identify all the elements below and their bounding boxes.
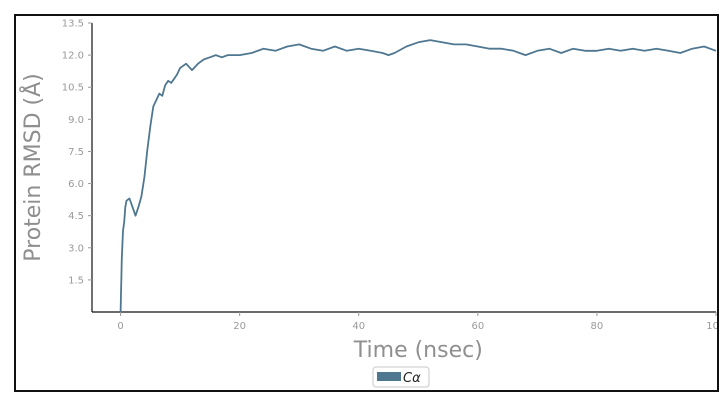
y-tick-label: 10.5 xyxy=(62,83,84,94)
axes xyxy=(91,23,716,313)
x-tick-label: 60 xyxy=(471,321,484,332)
legend: Cα xyxy=(372,366,430,388)
legend-swatch xyxy=(377,372,401,381)
x-tick-label: 20 xyxy=(233,321,246,332)
x-tick-label: 80 xyxy=(591,321,604,332)
x-ticks: 0 20 40 60 80 10 xyxy=(117,312,717,332)
y-tick-label: 7.5 xyxy=(68,147,84,158)
y-tick-label: 4.5 xyxy=(68,211,84,222)
x-tick-label: 40 xyxy=(352,321,365,332)
y-tick-label: 13.5 xyxy=(62,19,84,30)
y-tick-label: 12.0 xyxy=(62,51,84,62)
y-tick-label: 1.5 xyxy=(68,275,84,286)
series-group xyxy=(119,39,717,313)
legend-label: Cα xyxy=(403,371,421,386)
x-tick-label: 10 xyxy=(706,321,717,332)
y-axis-label: Protein RMSD (Å) xyxy=(19,73,46,262)
series-line-calpha xyxy=(119,39,717,313)
chart-frame: 1.5 3.0 4.5 6.0 7.5 9.0 10.5 12.0 13.5 0 20 40 60 80… xyxy=(14,14,719,392)
x-tick-label: 0 xyxy=(117,321,123,332)
y-tick-label: 3.0 xyxy=(68,243,84,254)
x-axis-label: Time (nsec) xyxy=(353,338,483,363)
y-tick-label: 6.0 xyxy=(68,179,84,190)
y-ticks: 1.5 3.0 4.5 6.0 7.5 9.0 10.5 12.0 13.5 xyxy=(62,19,92,286)
rmsd-line-chart: 1.5 3.0 4.5 6.0 7.5 9.0 10.5 12.0 13.5 0 20 40 60 80… xyxy=(19,19,717,388)
y-tick-label: 9.0 xyxy=(68,115,84,126)
